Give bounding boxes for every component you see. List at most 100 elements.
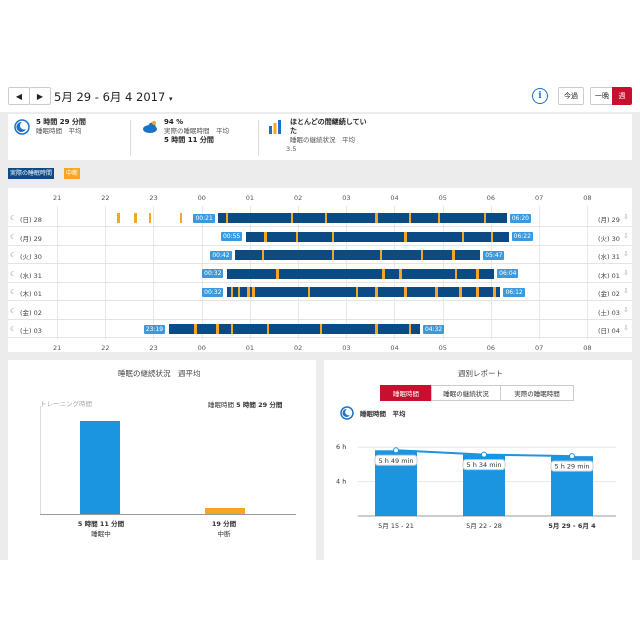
data-label-box [374, 454, 418, 466]
row-day-end: (木) 01 [598, 271, 620, 280]
stat-continuity-value-line2: た [290, 127, 297, 135]
today-button[interactable]: 今過 [558, 87, 584, 105]
interruption-mark [230, 287, 233, 297]
next-week-button[interactable]: ▶ [29, 87, 51, 105]
moon-icon: ☾ [10, 288, 17, 296]
row-day-start: (木) 01 [20, 290, 42, 298]
sleep-end-time: 06:04 [497, 269, 519, 278]
weekly-average-card [8, 360, 316, 560]
moon-clock-icon [14, 119, 30, 135]
hour-label-top: 07 [535, 194, 544, 202]
row-day-start: (水) 31 [20, 271, 42, 280]
sleep-time-summary: 睡眠時間 5 時間 29 分間 [208, 399, 282, 409]
hour-label-top: 01 [245, 194, 255, 202]
stat-actual-sleep-duration: 5 時間 11 分間 [164, 136, 214, 144]
sleep-start-time: 00:32 [202, 287, 224, 297]
y-tick-label: 6 h [336, 443, 346, 451]
interruption-mark [404, 231, 407, 242]
stat-actual-sleep-value: 94 % [164, 118, 184, 126]
hour-label-top: 08 [583, 194, 592, 202]
hour-label-top: 04 [390, 194, 399, 202]
tab-actual-sleep-time[interactable]: 実際の睡眠時間 [500, 385, 574, 401]
hour-label-top: 23 [149, 194, 158, 202]
data-label: 5 h 34 min [467, 461, 502, 469]
download-icon[interactable]: ⇩ [623, 324, 629, 332]
timeline-row-line [8, 281, 632, 283]
interruption-mark [264, 231, 267, 242]
avg-bar-label-interrupt: 19 分間 中断 [198, 518, 250, 538]
row-day-start: (土) 03 [20, 327, 42, 335]
sleep-start-time: 00:32 [202, 269, 224, 278]
hour-gridline [587, 206, 589, 340]
row-day-start: (日) 28 [20, 216, 42, 224]
hour-label-top: 06 [486, 194, 496, 202]
sleep-bar[interactable] [117, 213, 507, 223]
stat-continuity-value: ほとんどの間継続してい [290, 118, 367, 126]
moon-icon: ☾ [10, 325, 17, 333]
interruption-mark [179, 213, 183, 223]
prev-week-button[interactable]: ◀ [8, 87, 30, 105]
x-tick-label: 5月 15 - 21 [378, 522, 414, 530]
hour-label-bottom: 08 [583, 344, 592, 352]
interruption-mark [437, 213, 441, 223]
sleep-start-time: 23:19 [143, 324, 166, 334]
sleep-bar[interactable] [227, 268, 495, 279]
info-icon[interactable]: i [532, 88, 548, 104]
tab-sleep-continuity[interactable]: 睡眠の継続状況 [431, 385, 501, 401]
sleep-bar[interactable] [245, 231, 509, 242]
one-night-button[interactable]: 一晩 [590, 87, 614, 105]
sleep-bar[interactable] [168, 324, 420, 334]
legend-interruption: 中断 [64, 168, 81, 179]
timeline-row-line [8, 318, 632, 320]
interruption-mark [237, 287, 241, 297]
hour-gridline [539, 206, 540, 340]
interruption-mark [230, 324, 233, 334]
data-label: 5 h 49 min [379, 457, 414, 465]
interruption-mark [379, 250, 383, 260]
sleep-bar[interactable] [235, 250, 481, 260]
interruption-mark [307, 287, 311, 297]
moon-icon: ☾ [10, 214, 17, 222]
avg-bar-sleep-value: 5 時間 11 分間 [77, 520, 125, 528]
avg-bar-sleep-caption: 睡眠中 [91, 530, 111, 538]
interruption-mark [375, 287, 378, 297]
hour-label-bottom: 07 [535, 344, 544, 352]
sleep-time-summary-label: 睡眠時間 [208, 401, 234, 409]
date-range-selector[interactable]: 5月 29 - 6月 4 2017 ▾ [54, 89, 172, 105]
sleep-end-time: 06:12 [503, 287, 525, 297]
row-day-start: (金) 02 [20, 308, 42, 317]
legend-actual-sleep: 実際の睡眠時間 [8, 168, 55, 179]
data-label-box [462, 459, 506, 471]
x-axis-line [40, 514, 296, 515]
trend-point [481, 451, 487, 458]
download-icon[interactable]: ⇩ [623, 250, 629, 258]
download-icon[interactable]: ⇩ [623, 268, 629, 277]
interruption-mark [493, 287, 496, 297]
hour-label-bottom: 03 [342, 344, 351, 352]
interruption-mark [194, 324, 197, 334]
divider [130, 120, 131, 156]
row-day-start: (月) 29 [20, 234, 42, 243]
download-icon[interactable]: ⇩ [623, 213, 629, 221]
interruption-mark [261, 250, 265, 260]
avg-bar [205, 508, 245, 514]
week-button[interactable]: 週 [612, 87, 632, 105]
prev-arrow-icon: ◀ [15, 91, 23, 101]
interruption-mark [375, 213, 378, 223]
sleep-bar[interactable] [227, 287, 501, 297]
hour-gridline [201, 206, 203, 340]
row-day-end: (土) 03 [598, 308, 620, 317]
tab-sleep-time[interactable]: 睡眠時間 [380, 385, 432, 401]
sleep-end-time: 06:20 [509, 213, 531, 223]
download-icon[interactable]: ⇩ [623, 287, 629, 295]
download-icon[interactable]: ⇩ [623, 231, 629, 240]
interruption-mark [216, 324, 219, 334]
download-icon[interactable]: ⇩ [623, 305, 629, 314]
cloud-moon-icon [143, 121, 157, 133]
interruption-mark [290, 213, 294, 223]
timeline-row-line [8, 244, 632, 246]
hour-gridline [153, 206, 155, 340]
weekly-report-title: 週別レポート [458, 369, 503, 378]
sleep-start-time: 00:55 [220, 232, 243, 241]
interruption-mark [461, 231, 465, 242]
